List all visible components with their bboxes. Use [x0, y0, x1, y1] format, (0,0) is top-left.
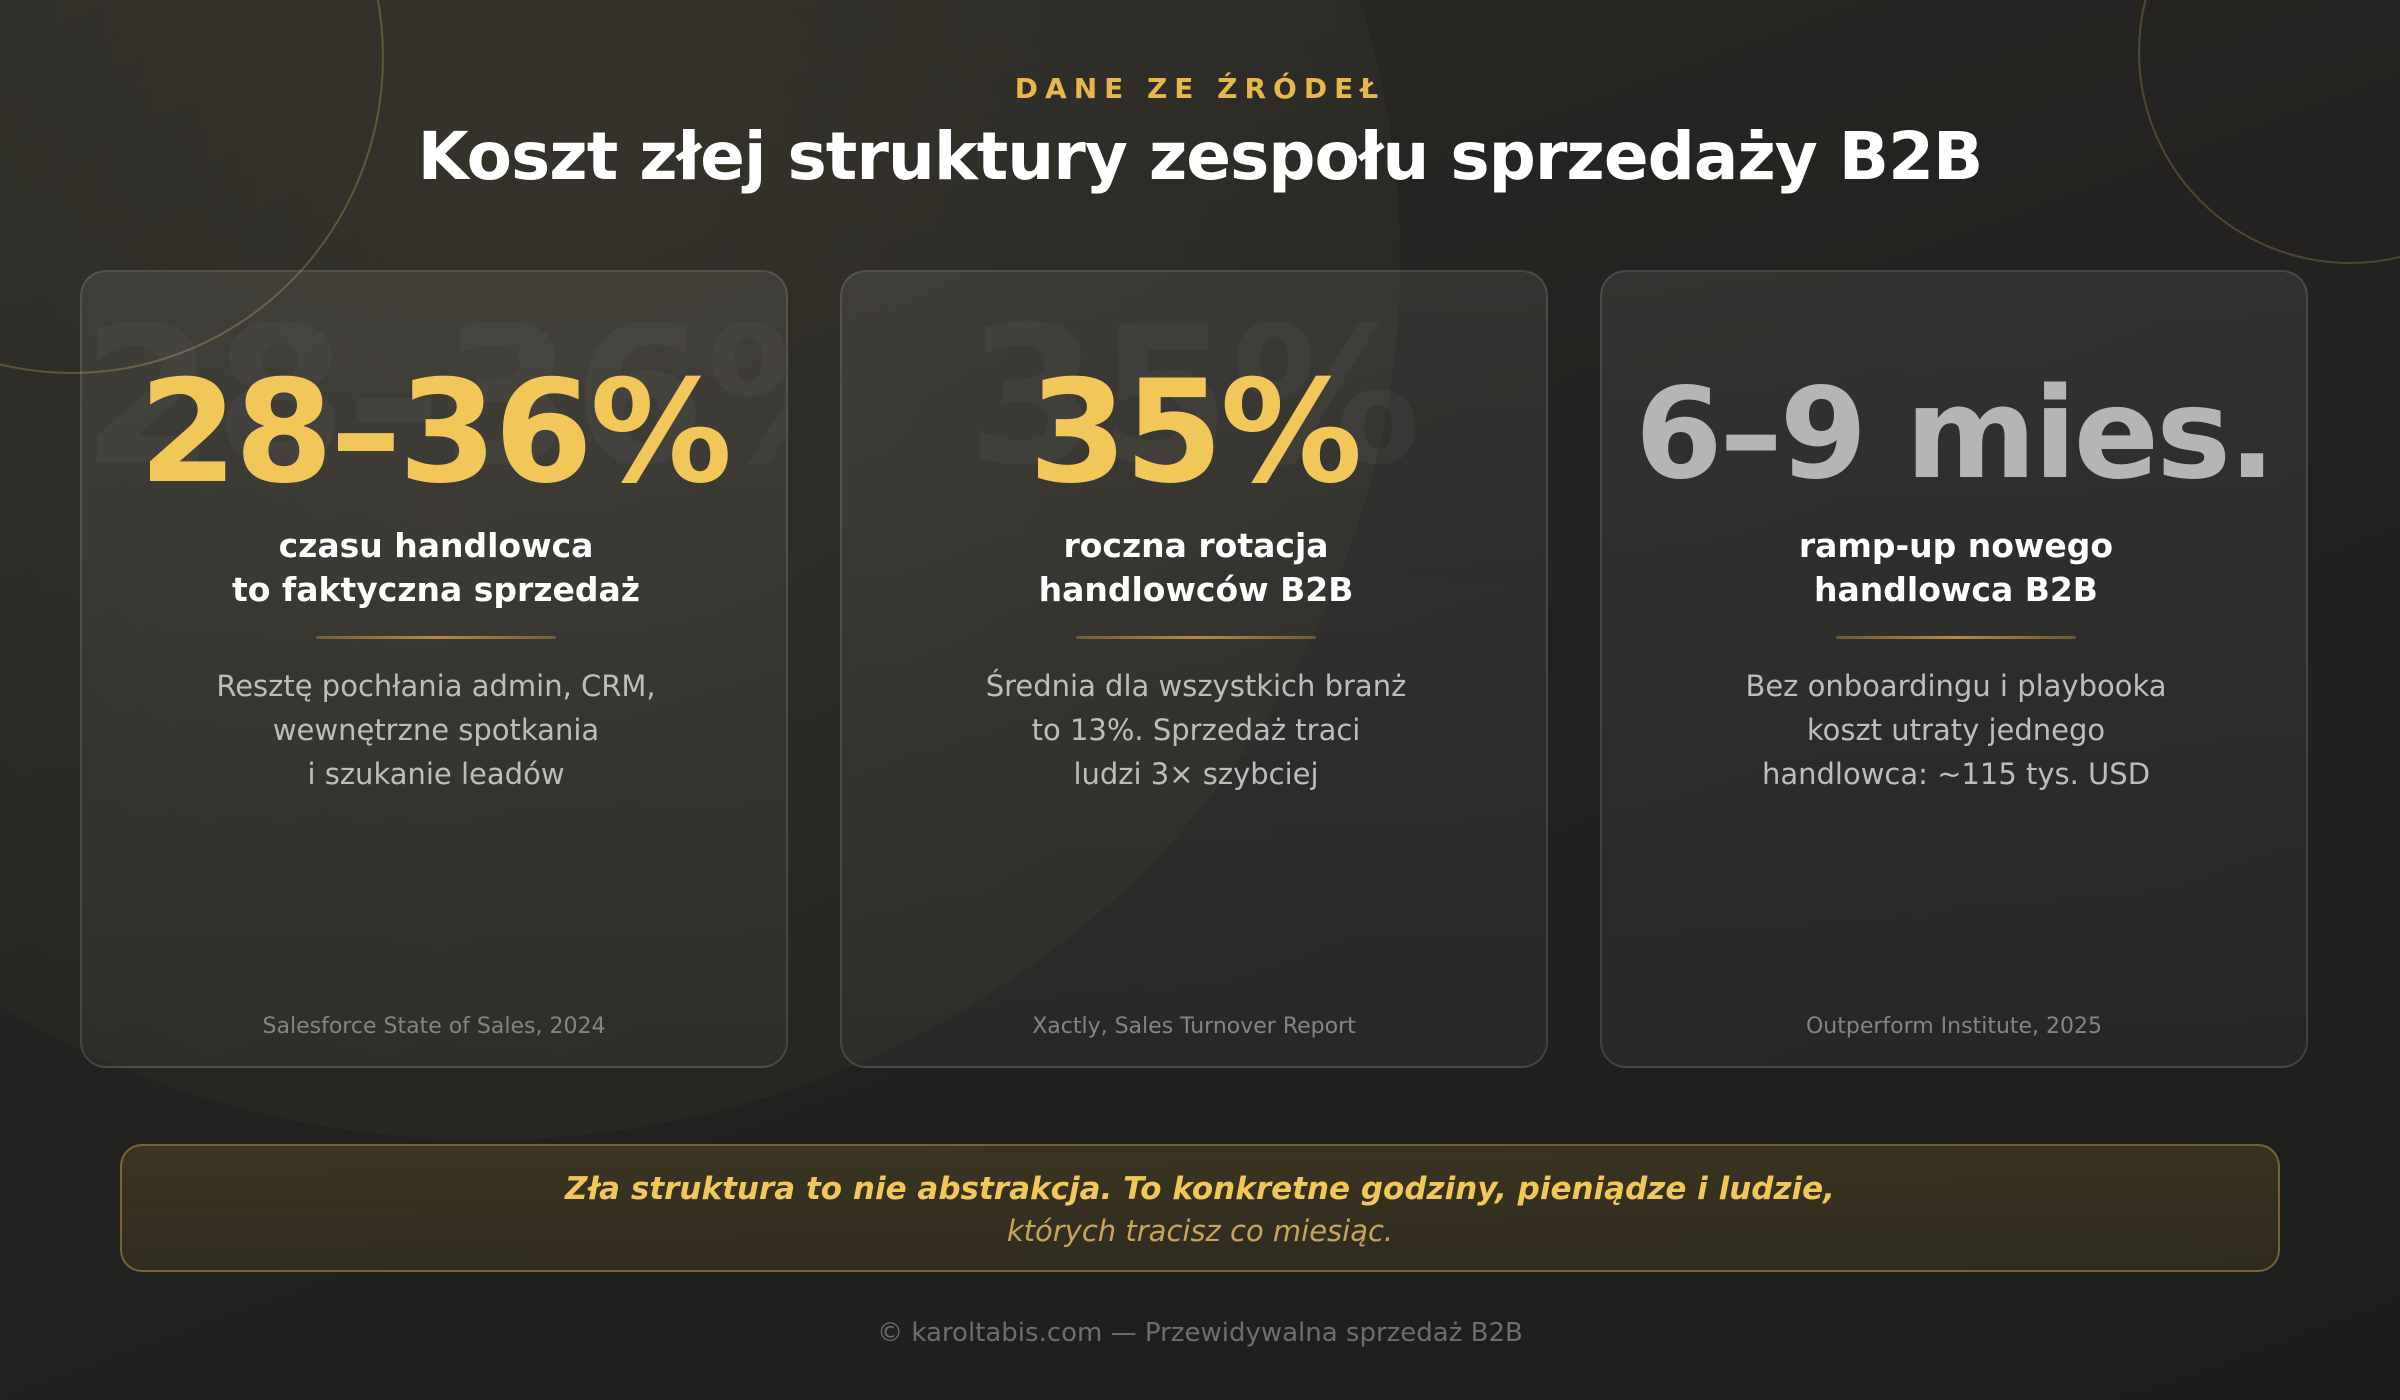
stat-label-line: ramp-up nowego	[1798, 526, 2114, 565]
stat-description-line: i szukanie leadów	[307, 757, 565, 791]
stat-label-line: roczna rotacja	[1063, 526, 1329, 565]
stat-description: Resztę pochłania admin, CRM, wewnętrzne …	[122, 664, 750, 796]
stat-description-line: Średnia dla wszystkich branż	[985, 669, 1407, 703]
stat-card-time: 28–36% 28–36% czasu handlowca to faktycz…	[80, 270, 788, 1068]
stat-description-line: handlowca: ~115 tys. USD	[1761, 757, 2151, 791]
stat-source: Outperform Institute, 2025	[1805, 1014, 2103, 1039]
stat-description-line: koszt utraty jednego	[1806, 713, 2106, 747]
card-divider	[316, 636, 556, 639]
stat-source: Xactly, Sales Turnover Report	[1032, 1014, 1356, 1039]
stat-label: ramp-up nowego handlowca B2B	[1642, 524, 2270, 612]
stat-label-line: czasu handlowca	[278, 526, 594, 565]
card-divider	[1076, 636, 1316, 639]
stat-label-line: handlowca B2B	[1814, 570, 2098, 609]
stat-value: 35%	[1028, 350, 1363, 515]
footer-copyright: © karoltabis.com — Przewidywalna sprzeda…	[877, 1318, 1523, 1348]
stat-label-line: to faktyczna sprzedaż	[231, 570, 641, 609]
quote-sub-text: których tracisz co miesiąc.	[1006, 1214, 1394, 1248]
stat-description-line: to 13%. Sprzedaż traci	[1031, 713, 1361, 747]
stat-description-line: Bez onboardingu i playbooka	[1745, 669, 2167, 703]
stat-description-line: ludzi 3× szybciej	[1073, 757, 1319, 791]
stat-label-line: handlowców B2B	[1038, 570, 1354, 609]
stat-source: Salesforce State of Sales, 2024	[262, 1014, 606, 1039]
stat-description-line: wewnętrzne spotkania	[272, 713, 600, 747]
card-divider	[1836, 636, 2076, 639]
page-title: Koszt złej struktury zespołu sprzedaży B…	[417, 118, 1984, 195]
stat-label: czasu handlowca to faktyczna sprzedaż	[122, 524, 750, 612]
stat-label: roczna rotacja handlowców B2B	[882, 524, 1510, 612]
stat-value: 6–9 mies.	[1634, 360, 2276, 507]
stat-description: Średnia dla wszystkich branż to 13%. Spr…	[882, 664, 1510, 796]
stat-description-line: Resztę pochłania admin, CRM,	[216, 669, 656, 703]
quote-main-text: Zła struktura to nie abstrakcja. To konk…	[565, 1171, 1835, 1207]
stat-description: Bez onboardingu i playbooka koszt utraty…	[1642, 664, 2270, 796]
eyebrow-label: DANE ZE ŹRÓDEŁ	[1014, 72, 1386, 105]
stat-card-turnover: 35% 35% roczna rotacja handlowców B2B Śr…	[840, 270, 1548, 1068]
stat-card-rampup: 6–9 mies. ramp-up nowego handlowca B2B B…	[1600, 270, 2308, 1068]
quote-box: Zła struktura to nie abstrakcja. To konk…	[120, 1144, 2280, 1272]
stat-value: 28–36%	[138, 350, 733, 515]
